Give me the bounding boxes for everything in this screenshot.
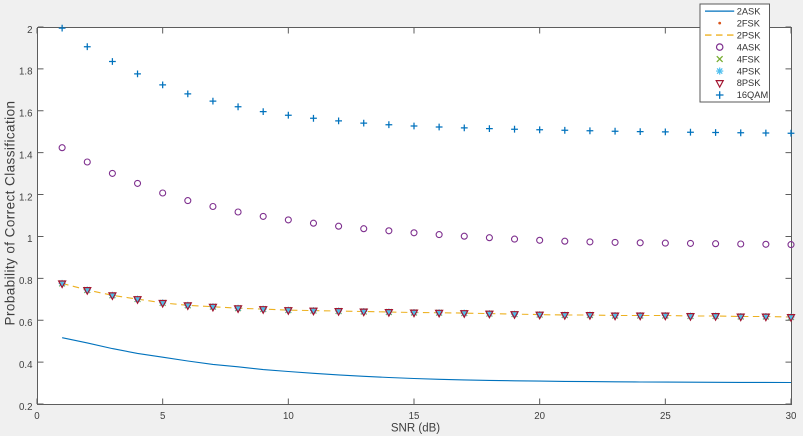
- svg-text:2: 2: [27, 25, 32, 36]
- svg-text:SNR (dB): SNR (dB): [391, 423, 440, 435]
- svg-text:5: 5: [160, 411, 165, 422]
- svg-text:16QAM: 16QAM: [737, 90, 769, 100]
- svg-text:0.4: 0.4: [19, 360, 33, 371]
- svg-text:0.8: 0.8: [19, 276, 32, 287]
- svg-text:1.2: 1.2: [19, 192, 32, 203]
- svg-text:25: 25: [660, 411, 671, 422]
- svg-text:8PSK: 8PSK: [737, 78, 762, 88]
- svg-text:4ASK: 4ASK: [737, 42, 762, 52]
- svg-text:1.4: 1.4: [19, 150, 33, 161]
- svg-text:4FSK: 4FSK: [737, 54, 761, 64]
- svg-text:0.6: 0.6: [19, 318, 32, 329]
- svg-text:1.8: 1.8: [19, 67, 32, 78]
- svg-text:1.6: 1.6: [19, 109, 32, 120]
- svg-text:2FSK: 2FSK: [737, 18, 761, 28]
- svg-text:Probability of Correct Classif: Probability of Correct Classification: [3, 101, 18, 326]
- svg-text:10: 10: [283, 411, 294, 422]
- svg-text:15: 15: [409, 411, 420, 422]
- svg-text:30: 30: [786, 411, 797, 422]
- svg-text:4PSK: 4PSK: [737, 66, 762, 76]
- svg-text:2PSK: 2PSK: [737, 30, 762, 40]
- svg-text:1: 1: [27, 234, 32, 245]
- svg-text:0.2: 0.2: [19, 402, 32, 413]
- svg-text:20: 20: [534, 411, 545, 422]
- svg-text:0: 0: [34, 411, 40, 422]
- svg-text:2ASK: 2ASK: [737, 6, 762, 16]
